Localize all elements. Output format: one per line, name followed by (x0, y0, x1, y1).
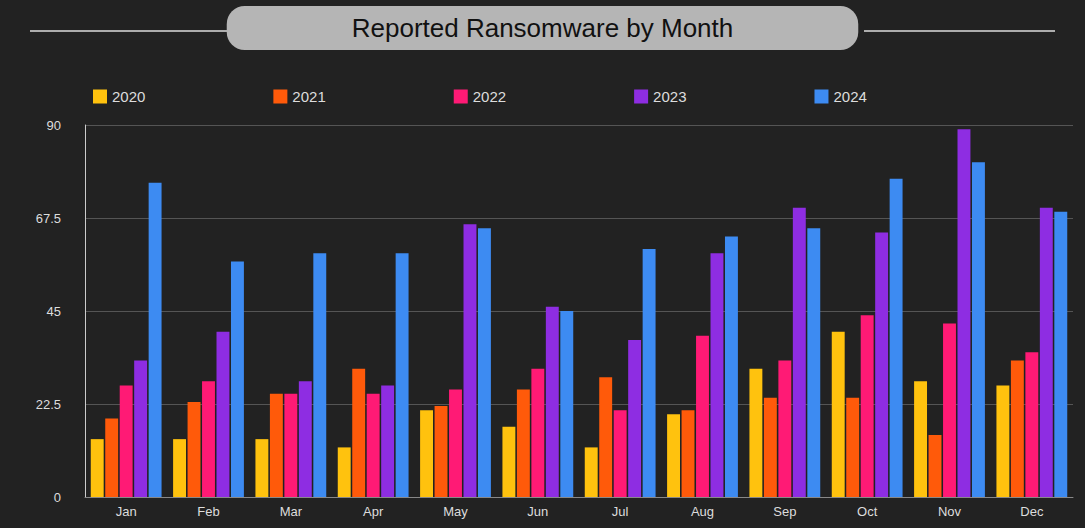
svg-text:22.5: 22.5 (36, 397, 61, 412)
svg-text:45: 45 (47, 304, 61, 319)
svg-text:2024: 2024 (833, 88, 866, 105)
svg-text:Jul: Jul (612, 504, 629, 519)
svg-text:2021: 2021 (292, 88, 325, 105)
svg-text:Aug: Aug (691, 504, 714, 519)
svg-text:2023: 2023 (653, 88, 686, 105)
svg-text:Feb: Feb (197, 504, 219, 519)
svg-text:0: 0 (54, 490, 61, 505)
svg-text:67.5: 67.5 (36, 211, 61, 226)
svg-text:Jun: Jun (527, 504, 548, 519)
svg-text:Mar: Mar (280, 504, 303, 519)
svg-text:Jan: Jan (116, 504, 137, 519)
svg-text:Dec: Dec (1020, 504, 1044, 519)
svg-text:2022: 2022 (473, 88, 506, 105)
svg-text:Oct: Oct (857, 504, 878, 519)
svg-text:Sep: Sep (773, 504, 796, 519)
svg-text:May: May (443, 504, 468, 519)
svg-text:Nov: Nov (938, 504, 962, 519)
svg-text:Reported Ransomware by Month: Reported Ransomware by Month (352, 13, 734, 43)
svg-text:Apr: Apr (363, 504, 384, 519)
svg-text:90: 90 (47, 118, 61, 133)
svg-text:2020: 2020 (112, 88, 145, 105)
